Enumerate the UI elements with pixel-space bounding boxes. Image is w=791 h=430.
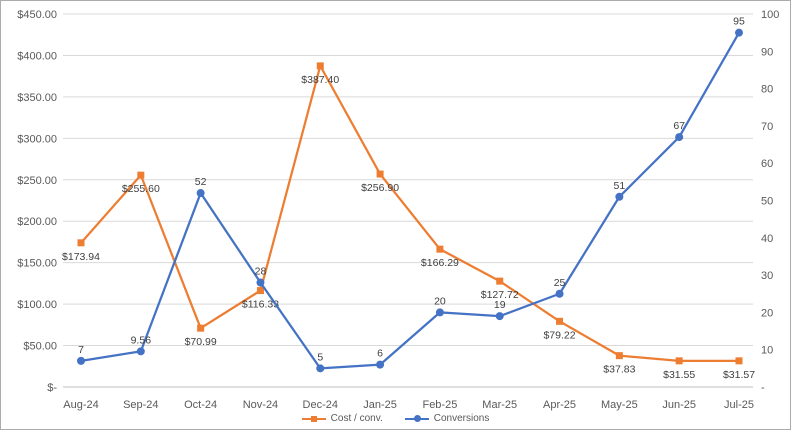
circle-marker-icon xyxy=(316,364,325,373)
circle-marker-icon xyxy=(435,308,444,317)
square-marker-icon xyxy=(316,62,324,70)
legend-line-cost-icon xyxy=(301,415,326,422)
y-axis-left-tick-label: $- xyxy=(47,382,57,394)
square-marker-icon xyxy=(376,170,384,178)
data-label: 9.56 xyxy=(131,334,152,346)
data-label: $79.22 xyxy=(543,329,575,341)
square-marker-icon xyxy=(615,352,623,360)
square-marker-icon xyxy=(735,357,743,365)
x-axis-category-label: Apr-25 xyxy=(543,399,576,411)
data-label: $70.99 xyxy=(185,336,217,348)
square-marker-icon xyxy=(197,324,205,332)
y-axis-left-tick-label: $150.00 xyxy=(17,258,57,270)
data-label: 5 xyxy=(317,351,323,363)
data-label: $166.29 xyxy=(421,257,459,269)
legend-item-cost-per-conv: Cost / conv. xyxy=(301,413,383,424)
legend-square-marker-icon xyxy=(310,415,317,422)
data-label: 19 xyxy=(494,299,506,311)
circle-marker-icon xyxy=(495,312,504,321)
square-marker-icon xyxy=(556,317,564,325)
y-axis-left-tick-label: $450.00 xyxy=(17,9,57,21)
circle-marker-icon xyxy=(615,192,624,201)
series-line-cost-per-conv xyxy=(79,64,741,362)
y-axis-left-tick-label: $350.00 xyxy=(17,92,57,104)
square-marker-icon xyxy=(256,287,264,295)
circle-marker-icon xyxy=(196,189,205,198)
y-axis-left-tick-label: $200.00 xyxy=(17,216,57,228)
data-label: $31.57 xyxy=(723,369,755,381)
y-axis-right-tick-label: 20 xyxy=(761,307,773,319)
data-label: $256.90 xyxy=(361,182,399,194)
y-axis-left-tick-label: $100.00 xyxy=(17,299,57,311)
data-label: 7 xyxy=(78,344,84,356)
x-axis-category-label: Nov-24 xyxy=(243,399,278,411)
data-label: $37.83 xyxy=(603,364,635,376)
data-label: 67 xyxy=(673,120,685,132)
x-axis-category-label: Oct-24 xyxy=(184,399,217,411)
x-axis-category-label: Jul-25 xyxy=(724,399,754,411)
y-axis-right-tick-label: 40 xyxy=(761,233,773,245)
x-axis-category-label: Jan-25 xyxy=(363,399,397,411)
circle-marker-icon xyxy=(675,133,684,142)
y-axis-right-tick-label: 70 xyxy=(761,121,773,133)
data-label: $387.40 xyxy=(301,74,339,86)
data-label: 52 xyxy=(195,176,207,188)
data-label: 6 xyxy=(377,348,383,360)
x-axis-category-label: Mar-25 xyxy=(482,399,517,411)
circle-marker-icon xyxy=(136,347,145,356)
legend-item-conversions: Conversions xyxy=(404,413,490,424)
data-label: $173.94 xyxy=(62,251,100,263)
x-axis-category-label: Jun-25 xyxy=(662,399,696,411)
y-axis-right-tick-label: - xyxy=(761,382,765,394)
circle-marker-icon xyxy=(376,360,385,369)
data-label: $116.33 xyxy=(242,299,279,311)
circle-marker-icon xyxy=(256,278,265,287)
square-marker-icon xyxy=(496,277,504,285)
x-axis-category-label: May-25 xyxy=(601,399,638,411)
legend-label-conversions: Conversions xyxy=(433,413,490,424)
y-axis-right-tick-label: 30 xyxy=(761,270,773,282)
y-axis-left-tick-label: $400.00 xyxy=(17,50,57,62)
x-axis-category-label: Sep-24 xyxy=(123,399,158,411)
x-axis-category-label: Feb-25 xyxy=(422,399,457,411)
data-label: 51 xyxy=(614,180,626,192)
legend-label-cost: Cost / conv. xyxy=(330,413,383,424)
y-axis-right-tick-label: 80 xyxy=(761,84,773,96)
circle-marker-icon xyxy=(735,28,743,37)
y-axis-right-tick-label: 50 xyxy=(761,196,773,208)
data-label: 20 xyxy=(434,295,446,307)
y-axis-right-tick-label: 10 xyxy=(761,345,773,357)
y-axis-right-tick-label: 60 xyxy=(761,158,773,170)
data-label: $31.55 xyxy=(663,369,695,381)
y-axis-left-tick-label: $50.00 xyxy=(23,341,57,353)
y-axis-left-tick-label: $250.00 xyxy=(17,175,57,187)
legend-circle-marker-icon xyxy=(413,415,421,422)
square-marker-icon xyxy=(137,171,145,179)
square-marker-icon xyxy=(77,239,85,247)
series-line-conversions xyxy=(79,31,741,370)
circle-marker-icon xyxy=(77,356,85,365)
x-axis-category-label: Aug-24 xyxy=(63,399,98,411)
data-label: $255.60 xyxy=(122,183,160,195)
square-marker-icon xyxy=(675,357,683,365)
data-label: $127.72 xyxy=(481,289,519,301)
y-axis-right-tick-label: 90 xyxy=(761,46,773,58)
y-axis-right-tick-label: 100 xyxy=(761,9,779,21)
y-axis-left-tick-label: $300.00 xyxy=(17,133,57,145)
x-axis-category-label: Dec-24 xyxy=(303,399,338,411)
data-label: 28 xyxy=(255,266,267,278)
data-label: 25 xyxy=(554,277,566,289)
chart-legend: Cost / conv. Conversions xyxy=(1,413,790,424)
circle-marker-icon xyxy=(555,289,564,298)
square-marker-icon xyxy=(436,245,444,253)
data-label: 95 xyxy=(733,16,745,28)
legend-line-conversions-icon xyxy=(404,415,429,422)
